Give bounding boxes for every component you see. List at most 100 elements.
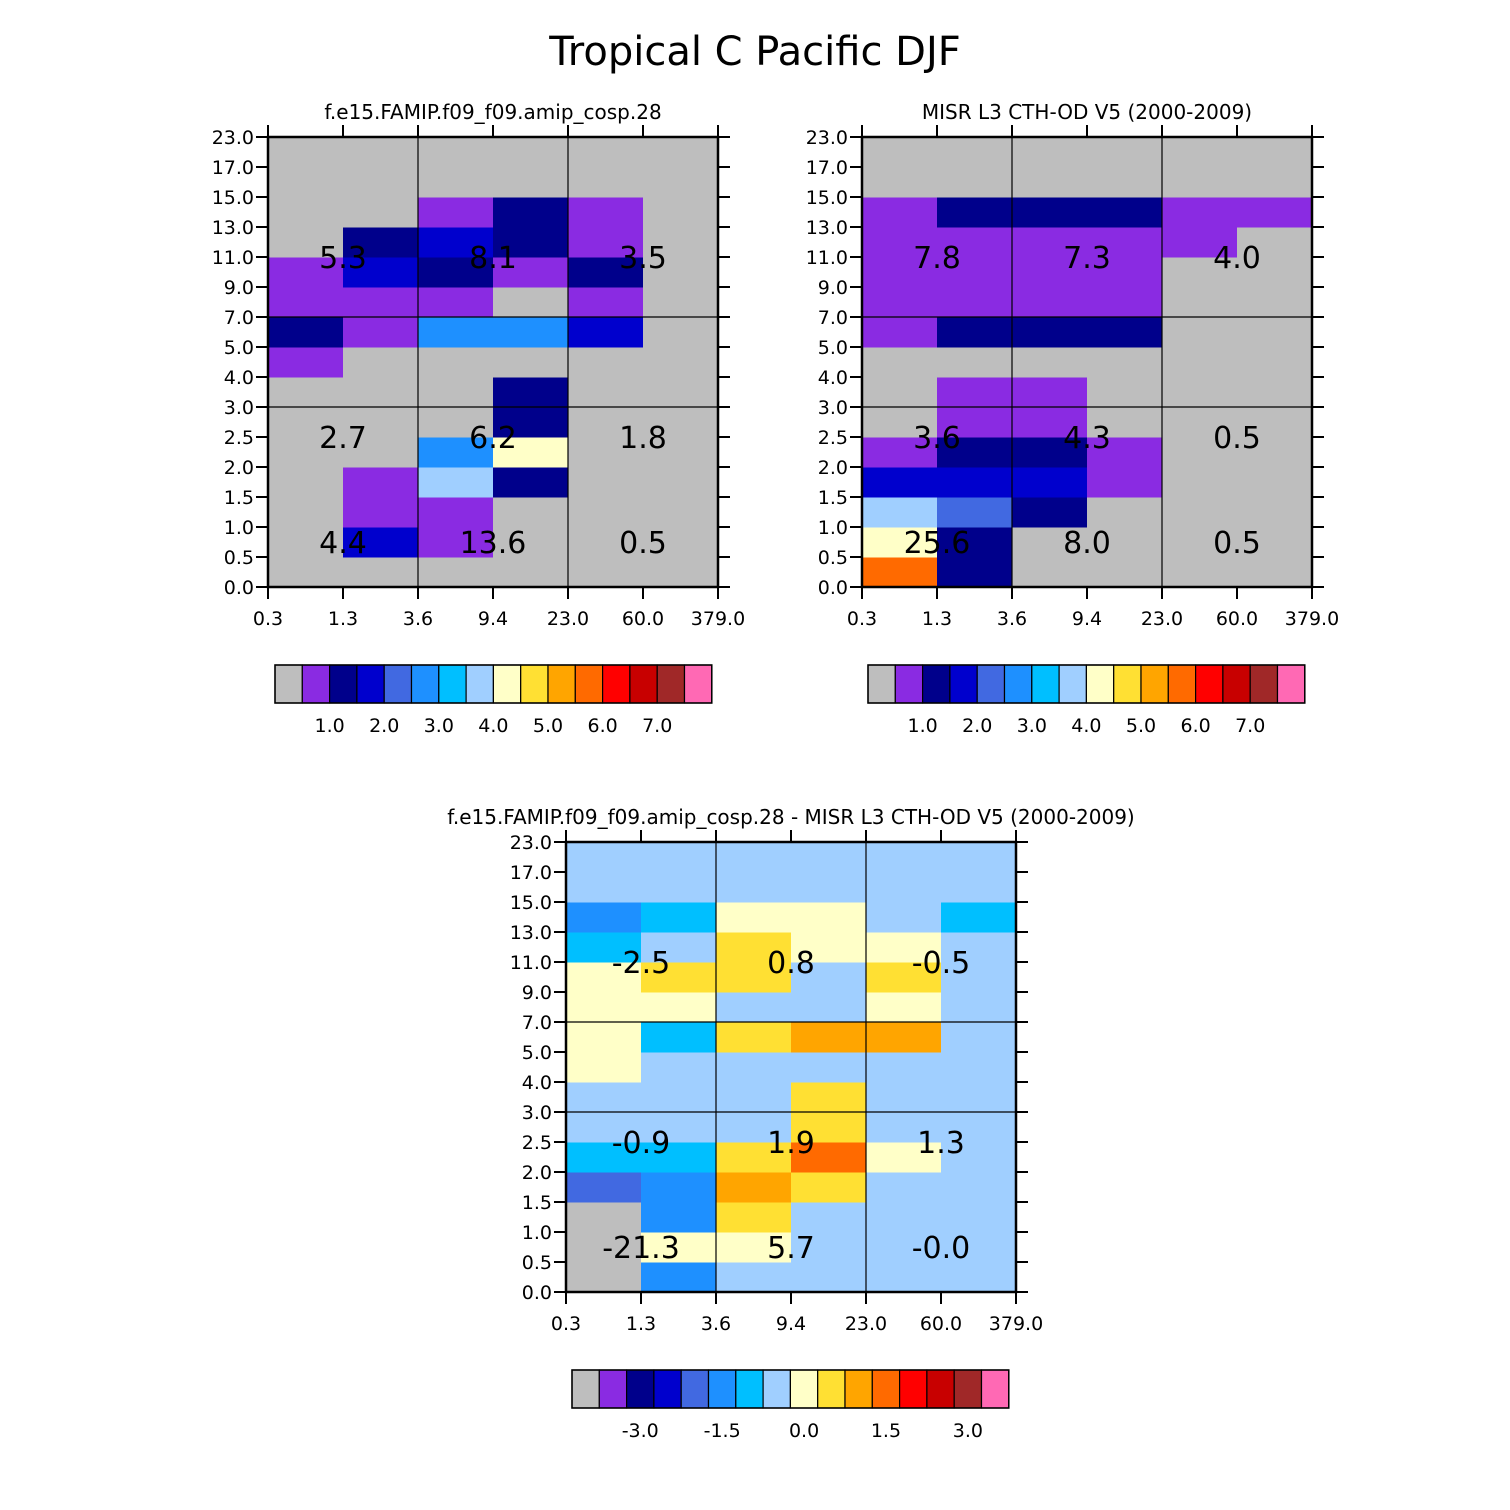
heatmap-cell [1162,257,1238,288]
panel-title: f.e15.FAMIP.f09_f09.amip_cosp.28 [324,100,661,124]
heatmap-cell [493,137,569,168]
colorbar-swatch [949,664,978,704]
heatmap-cell [1087,317,1163,348]
heatmap-cell [343,167,419,198]
x-tick-label: 0.3 [551,1313,581,1335]
heatmap-cell [716,932,792,963]
heatmap-cell [643,437,719,468]
heatmap-cell [1162,467,1238,498]
heatmap-cell [1087,347,1163,378]
colorbar-label: 5.0 [1126,715,1156,737]
heatmap-cell [566,1232,642,1263]
colorbar-swatch [492,664,522,704]
heatmap-cell [566,842,642,873]
heatmap-cell [941,1052,1017,1083]
heatmap-cell [268,407,344,438]
group-value-label: 7.3 [1063,241,1111,276]
heatmap-cell [791,962,867,993]
heatmap-cell [941,1232,1017,1263]
colorbar-swatch [383,664,413,704]
heatmap-cell [493,407,569,438]
heatmap-cell [643,137,719,168]
heatmap-cell [1162,287,1238,318]
heatmap-cell [268,137,344,168]
heatmap-cell [568,227,644,258]
y-tick-label: 3.0 [522,1102,552,1124]
panel-title: f.e15.FAMIP.f09_f09.amip_cosp.28 - MISR … [447,805,1134,829]
colorbar-swatch [867,664,896,704]
heatmap-cell [866,1112,942,1143]
y-tick-label: 9.0 [818,277,848,299]
heatmap-cell [716,992,792,1023]
heatmap-cell [866,962,942,993]
x-tick-label: 3.6 [701,1313,731,1335]
heatmap-cell [493,557,569,588]
heatmap-cell [941,992,1017,1023]
colorbar-swatch [894,664,924,704]
heatmap-cell [1162,557,1238,588]
x-tick-label: 3.6 [403,608,433,630]
y-tick-label: 13.0 [806,217,848,239]
group-value-label: 6.2 [469,421,517,456]
heatmap-cell [643,377,719,408]
heatmap-cell [566,902,642,933]
colorbar-swatch [1167,664,1197,704]
colorbar-label: 3.0 [424,715,454,737]
heatmap-cell [343,467,419,498]
heatmap-cell [1012,257,1088,288]
panel-title: MISR L3 CTH-OD V5 (2000-2009) [922,100,1252,124]
heatmap-cell [937,527,1013,558]
heatmap-cell [641,1142,717,1173]
heatmap-cell [1087,527,1163,558]
heatmap-cell [643,347,719,378]
y-tick-label: 0.5 [224,547,254,569]
group-value-label: -21.3 [602,1231,680,1266]
heatmap-cell [641,1082,717,1113]
heatmap-cell [791,902,867,933]
heatmap-cell [418,377,494,408]
heatmap-cell [493,227,569,258]
colorbar-swatch [898,1369,928,1409]
heatmap-cell [643,197,719,228]
heatmap-cell [1162,527,1238,558]
colorbar-label: 1.5 [871,1420,901,1442]
heatmap-cell [641,1052,717,1083]
colorbar: 1.0 2.0 3.0 4.0 5.0 6.0 7.0 [867,664,1306,737]
heatmap-cell [937,437,1013,468]
heatmap-cell [1012,197,1088,228]
heatmap-cell [268,317,344,348]
colorbar-label: 2.0 [369,715,399,737]
heatmap-cell [643,557,719,588]
heatmap-cell [641,1232,717,1263]
colorbar-label: 0.0 [789,1420,819,1442]
x-tick-label: 1.3 [922,608,952,630]
heatmap-cell [791,1232,867,1263]
heatmap-cell [862,227,938,258]
group-value-label: 1.8 [619,421,667,456]
group-value-label: 1.3 [917,1126,965,1161]
colorbar-swatch [1194,664,1224,704]
colorbar-swatch [789,1369,819,1409]
heatmap-cell [343,437,419,468]
panel-difference: f.e15.FAMIP.f09_f09.amip_cosp.28 - MISR … [447,805,1134,1442]
y-tick-label: 17.0 [510,862,552,884]
heatmap-cell [862,377,938,408]
colorbar-frame [571,1369,1010,1409]
y-tick-label: 3.0 [224,397,254,419]
group-value-label: 4.0 [1213,241,1261,276]
heatmap-cell [791,1112,867,1143]
y-tick-label: 4.0 [224,367,254,389]
group-value-label: 4.4 [319,526,367,561]
heatmap-cell [418,317,494,348]
heatmap-cell [568,257,644,288]
heatmap-cell [493,197,569,228]
x-tick-label: 60.0 [920,1313,962,1335]
heatmap-cell [937,197,1013,228]
y-tick-label: 17.0 [806,157,848,179]
colorbar-swatch [953,1369,983,1409]
colorbar-swatch [274,664,303,704]
colorbar-swatch [980,1369,1010,1409]
heatmap-cell [866,872,942,903]
colorbar-swatch [680,1369,710,1409]
heatmap-cell [716,1232,792,1263]
